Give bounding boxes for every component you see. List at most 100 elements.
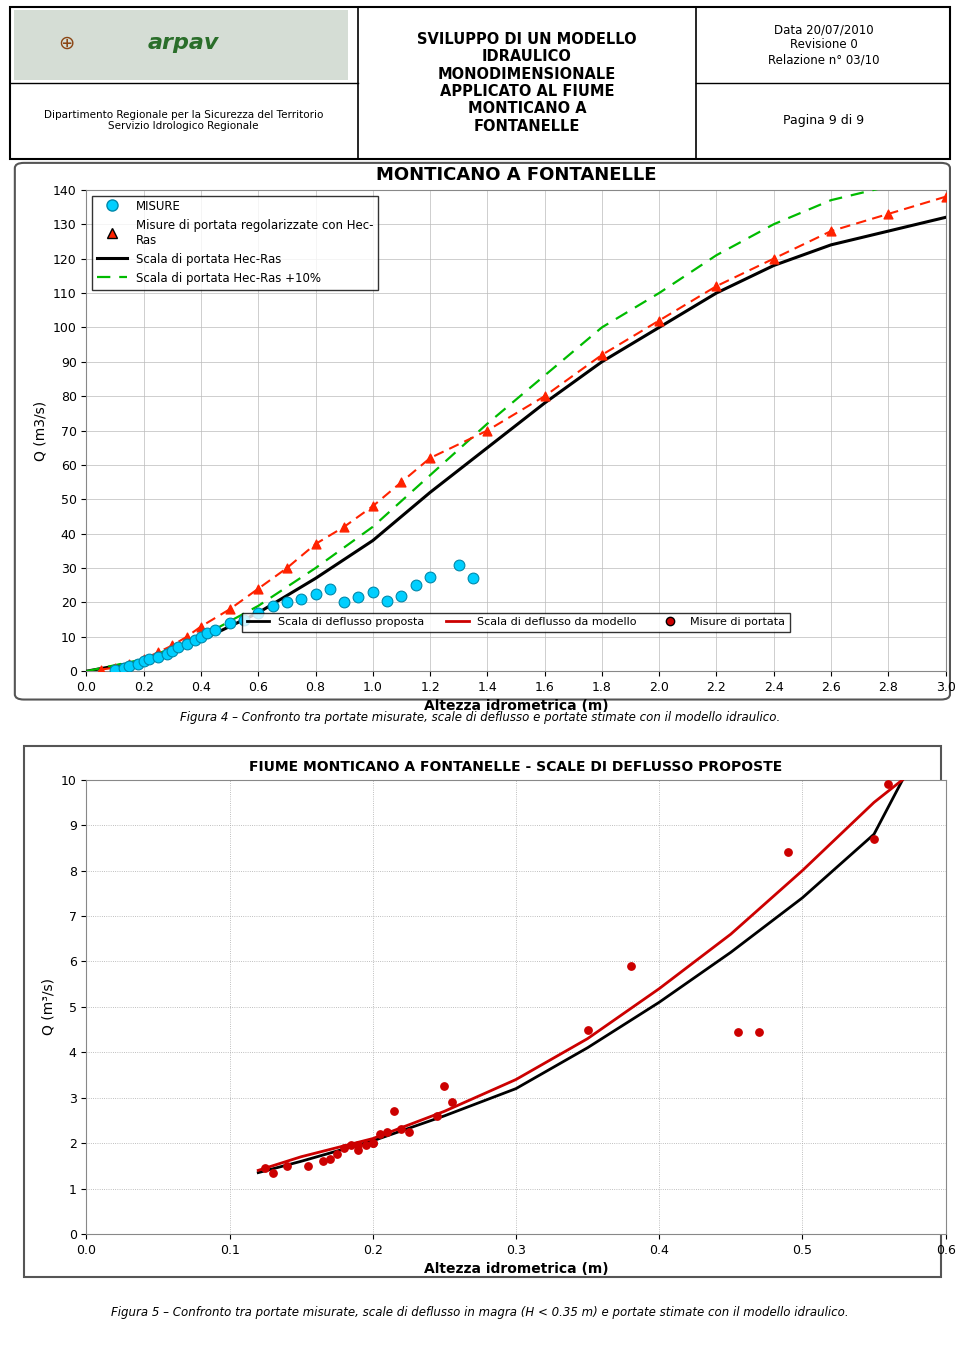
Point xyxy=(165,635,180,656)
Point xyxy=(279,557,295,579)
Text: Data 20/07/2010
Revisione 0
Relazione n° 03/10: Data 20/07/2010 Revisione 0 Relazione n°… xyxy=(768,23,879,66)
Point xyxy=(187,629,203,651)
Point xyxy=(880,203,896,225)
Point xyxy=(880,773,896,795)
Y-axis label: Q (m³/s): Q (m³/s) xyxy=(41,978,56,1036)
Point xyxy=(780,842,796,864)
Point xyxy=(170,636,185,658)
Point xyxy=(938,186,953,207)
Point xyxy=(372,1123,388,1144)
Point xyxy=(179,626,194,648)
Point xyxy=(350,586,366,607)
Point xyxy=(408,575,423,597)
Point xyxy=(142,648,157,670)
Point xyxy=(444,1092,459,1113)
Point xyxy=(308,583,324,605)
X-axis label: Altezza idrometrica (m): Altezza idrometrica (m) xyxy=(423,700,609,713)
Text: Pagina 9 di 9: Pagina 9 di 9 xyxy=(782,114,864,127)
Point xyxy=(207,620,223,641)
Legend: Scala di deflusso proposta, Scala di deflusso da modello, Misure di portata: Scala di deflusso proposta, Scala di def… xyxy=(242,613,790,632)
Point xyxy=(466,568,481,590)
Point xyxy=(136,650,152,671)
Point xyxy=(350,1135,366,1157)
Point xyxy=(323,578,338,599)
Point xyxy=(257,1157,273,1178)
Point xyxy=(480,420,495,442)
Point xyxy=(422,565,438,587)
Point xyxy=(193,626,208,648)
FancyBboxPatch shape xyxy=(14,163,950,700)
Legend: MISURE, Misure di portata regolarizzate con Hec-
Ras, Scala di portata Hec-Ras, : MISURE, Misure di portata regolarizzate … xyxy=(92,195,378,290)
Point xyxy=(265,595,280,617)
Point xyxy=(251,578,266,599)
Text: Figura 5 – Confronto tra portate misurate, scale di deflusso in magra (H < 0.35 : Figura 5 – Confronto tra portate misurat… xyxy=(111,1306,849,1319)
Point xyxy=(279,1155,295,1177)
Point xyxy=(387,1101,402,1123)
Point xyxy=(159,643,175,664)
Point xyxy=(824,220,839,241)
X-axis label: Altezza idrometrica (m): Altezza idrometrica (m) xyxy=(423,1262,609,1276)
Point xyxy=(429,1105,444,1127)
Point xyxy=(365,495,380,517)
Point xyxy=(451,553,467,575)
Point xyxy=(199,622,214,644)
Y-axis label: Q (m3/s): Q (m3/s) xyxy=(34,400,47,461)
Bar xyxy=(14,9,348,80)
Point xyxy=(344,1135,359,1157)
Point xyxy=(731,1021,746,1043)
Point xyxy=(708,275,724,297)
Point xyxy=(108,659,123,681)
Point xyxy=(308,533,324,555)
Point xyxy=(652,309,667,331)
Text: Figura 4 – Confronto tra portate misurate, scale di deflusso e portate stimate c: Figura 4 – Confronto tra portate misurat… xyxy=(180,711,780,724)
Point xyxy=(394,584,409,606)
Point xyxy=(193,616,208,637)
Point xyxy=(131,654,146,675)
Point xyxy=(300,1155,316,1177)
Point xyxy=(437,1075,452,1097)
Point xyxy=(580,1018,595,1040)
Point xyxy=(265,1162,280,1184)
Point xyxy=(866,829,881,850)
Point xyxy=(337,1136,352,1158)
Text: ⊕: ⊕ xyxy=(58,34,74,53)
Point xyxy=(365,582,380,603)
Point xyxy=(329,1143,345,1165)
FancyBboxPatch shape xyxy=(24,746,941,1277)
Point xyxy=(279,591,295,613)
Point xyxy=(350,1139,366,1161)
Title: FIUME MONTICANO A FONTANELLE - SCALE DI DEFLUSSO PROPOSTE: FIUME MONTICANO A FONTANELLE - SCALE DI … xyxy=(250,761,782,774)
Point xyxy=(358,1135,373,1157)
Point xyxy=(394,1119,409,1140)
Point xyxy=(379,590,395,612)
Point xyxy=(323,1149,338,1170)
Point xyxy=(222,598,237,620)
Point xyxy=(623,955,638,976)
Text: SVILUPPO DI UN MODELLO
IDRAULICO
MONODIMENSIONALE
APPLICATO AL FIUME
MONTICANO A: SVILUPPO DI UN MODELLO IDRAULICO MONODIM… xyxy=(418,31,636,134)
Point xyxy=(93,659,108,681)
Point xyxy=(108,656,123,678)
Point xyxy=(122,654,137,675)
Title: MONTICANO A FONTANELLE: MONTICANO A FONTANELLE xyxy=(375,167,657,184)
Point xyxy=(315,1150,330,1172)
Point xyxy=(179,633,194,655)
Point xyxy=(537,385,552,407)
Point xyxy=(336,517,351,538)
Point xyxy=(766,248,781,270)
FancyBboxPatch shape xyxy=(10,7,950,159)
Point xyxy=(151,641,166,663)
Point xyxy=(122,655,137,677)
Point xyxy=(151,647,166,669)
Point xyxy=(594,344,610,366)
Point xyxy=(379,1121,395,1143)
Point xyxy=(422,447,438,469)
Point xyxy=(752,1021,767,1043)
Point xyxy=(136,648,152,670)
Point xyxy=(236,609,252,631)
Point xyxy=(222,613,237,635)
Point xyxy=(165,640,180,662)
Point xyxy=(251,602,266,624)
Point xyxy=(365,1132,380,1154)
Point xyxy=(116,656,132,678)
Point xyxy=(294,589,309,610)
